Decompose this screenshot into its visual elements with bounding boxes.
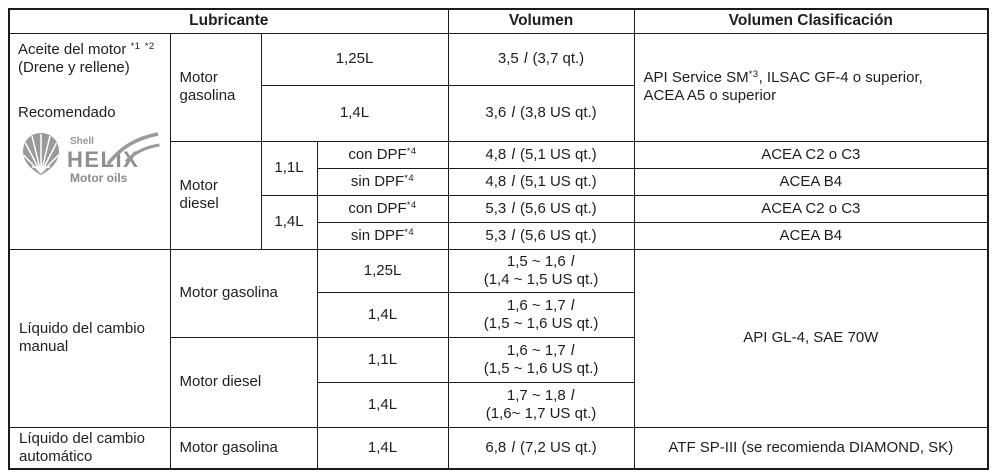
volume-cell: 5,3 l (5,6 US qt.): [447, 194, 635, 223]
engine-size-cell: 1,4L: [260, 194, 318, 250]
logo-tagline-text: Motor oils: [70, 171, 128, 185]
volume-cell: 3,6 l (3,8 US qt.): [447, 84, 635, 142]
engine-oil-title: Aceite del motor *1 *2 (Drene y rellene): [18, 40, 155, 76]
engine-size-cell: 1,25L: [260, 32, 449, 86]
engine-size-cell: 1,4L: [316, 381, 449, 428]
volume-cell: 5,3 l (5,6 US qt.): [447, 221, 635, 250]
engine-oil-row-label-cell: Aceite del motor *1 *2 (Drene y rellene)…: [8, 32, 171, 250]
classification-cell: ATF SP-III (se recomienda DIAMOND, SK): [633, 426, 989, 470]
lubricant-spec-table: Lubricante Volumen Volumen Clasificación…: [8, 8, 990, 471]
shell-helix-logo: Shell HELIX Motor oils: [20, 130, 166, 192]
engine-size-cell: 1,4L: [260, 84, 449, 142]
volume-cell: 1,5 ~ 1,6 l (1,4 ~ 1,5 US qt.): [447, 248, 635, 293]
engine-type-cell: Motor gasolina: [169, 32, 262, 142]
classification-cell: ACEA B4: [633, 221, 989, 250]
engine-size-cell: 1,25L: [316, 248, 449, 293]
engine-type-cell: Motor diesel: [169, 336, 318, 428]
col-header-lubricante: Lubricante: [8, 8, 449, 34]
volume-cell: 6,8 l (7,2 US qt.): [447, 426, 635, 470]
logo-brand-text: Shell: [70, 136, 94, 147]
manual-gearbox-row-label-cell: Líquido del cambio manual: [8, 248, 171, 428]
classification-cell: ACEA C2 o C3: [633, 194, 989, 223]
engine-type-cell: Motor gasolina: [169, 248, 318, 338]
dpf-variant-cell: sin DPF*4: [316, 167, 449, 196]
engine-size-cell: 1,4L: [316, 426, 449, 470]
engine-type-cell: Motor diesel: [169, 140, 262, 250]
classification-cell: ACEA C2 o C3: [633, 140, 989, 169]
pecten-ribs: [22, 133, 60, 174]
dpf-variant-cell: con DPF*4: [316, 140, 449, 169]
classification-cell: ACEA B4: [633, 167, 989, 196]
volume-cell: 1,7 ~ 1,8 l (1,6~ 1,7 US qt.): [447, 381, 635, 428]
engine-size-cell: 1,1L: [260, 140, 318, 196]
dpf-variant-cell: sin DPF*4: [316, 221, 449, 250]
volume-cell: 1,6 ~ 1,7 l (1,5 ~ 1,6 US qt.): [447, 291, 635, 338]
dpf-variant-cell: con DPF*4: [316, 194, 449, 223]
helix-swoosh: [106, 131, 160, 165]
volume-cell: 4,8 l (5,1 US qt.): [447, 140, 635, 169]
engine-size-cell: 1,1L: [316, 336, 449, 383]
recommended-label: Recomendado: [18, 103, 116, 121]
automatic-gearbox-row-label-cell: Líquido del cambio automático: [8, 426, 171, 470]
engine-type-cell: Motor gasolina: [169, 426, 318, 470]
classification-cell: API GL-4, SAE 70W: [633, 248, 989, 428]
engine-size-cell: 1,4L: [316, 291, 449, 338]
col-header-clasificacion: Volumen Clasificación: [633, 8, 989, 34]
volume-cell: 4,8 l (5,1 US qt.): [447, 167, 635, 196]
volume-cell: 3,5 l (3,7 qt.): [447, 32, 635, 86]
col-header-volumen: Volumen: [447, 8, 635, 34]
volume-cell: 1,6 ~ 1,7 l (1,5 ~ 1,6 US qt.): [447, 336, 635, 383]
classification-cell: API Service SM*3, ILSAC GF-4 o superior,…: [633, 32, 989, 142]
